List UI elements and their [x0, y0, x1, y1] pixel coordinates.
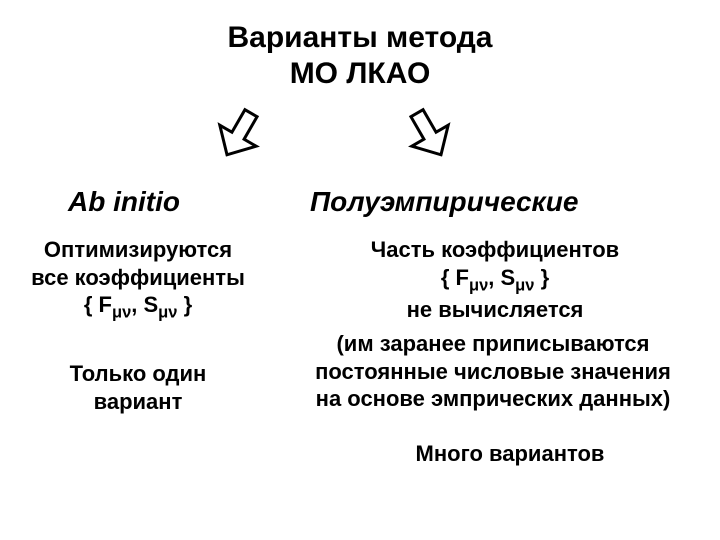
- left-p2-l1: Только один: [70, 361, 207, 386]
- left-heading: Ab initio: [68, 186, 180, 218]
- left-p1-l1: Оптимизируются: [44, 237, 232, 262]
- right-p2-l3: на основе эмпрических данных): [316, 386, 671, 411]
- title-line-1: Варианты метода: [227, 21, 492, 54]
- title-line-2: МО ЛКАО: [290, 57, 431, 90]
- left-p1-l3-post: }: [177, 292, 192, 317]
- right-p1-l2-mid: , S: [488, 265, 515, 290]
- right-p1-l2-pre: { F: [441, 265, 469, 290]
- right-p1-l2-post: }: [534, 265, 549, 290]
- right-p1-l2: { Fμν, Sμν }: [441, 265, 549, 290]
- left-p1-l3-pre: { F: [84, 292, 112, 317]
- right-para-2: (им заранее приписываются постоянные чис…: [278, 330, 708, 413]
- right-para-1: Часть коэффициентов { Fμν, Sμν } не вычи…: [300, 236, 690, 323]
- right-p1-l2-sub1: μν: [469, 276, 488, 294]
- left-p1-l3-sub1: μν: [112, 303, 131, 321]
- arrow-right: [391, 97, 467, 171]
- right-para-3: Много вариантов: [380, 440, 640, 468]
- right-p1-l1: Часть коэффициентов: [371, 237, 619, 262]
- left-p1-l3-sub2: μν: [158, 303, 177, 321]
- left-p2-l2: вариант: [94, 389, 183, 414]
- arrow-right-svg: [391, 97, 467, 171]
- slide-title: Варианты метода МО ЛКАО: [0, 20, 720, 92]
- left-para-1: Оптимизируются все коэффициенты { Fμν, S…: [18, 236, 258, 323]
- right-p1-l2-sub2: μν: [515, 276, 534, 294]
- right-p2-l1: (им заранее приписываются: [336, 331, 649, 356]
- left-p1-l2: все коэффициенты: [31, 265, 245, 290]
- right-p1-l3: не вычисляется: [407, 297, 584, 322]
- left-p1-l3: { Fμν, Sμν }: [84, 292, 192, 317]
- arrow-left: [201, 97, 277, 171]
- right-heading: Полуэмпирические: [310, 186, 578, 218]
- arrow-left-svg: [201, 97, 277, 171]
- slide: Варианты метода МО ЛКАО Ab initio Полуэм…: [0, 0, 720, 540]
- right-p2-l2: постоянные числовые значения: [315, 359, 671, 384]
- left-p1-l3-mid: , S: [131, 292, 158, 317]
- left-para-2: Только один вариант: [38, 360, 238, 415]
